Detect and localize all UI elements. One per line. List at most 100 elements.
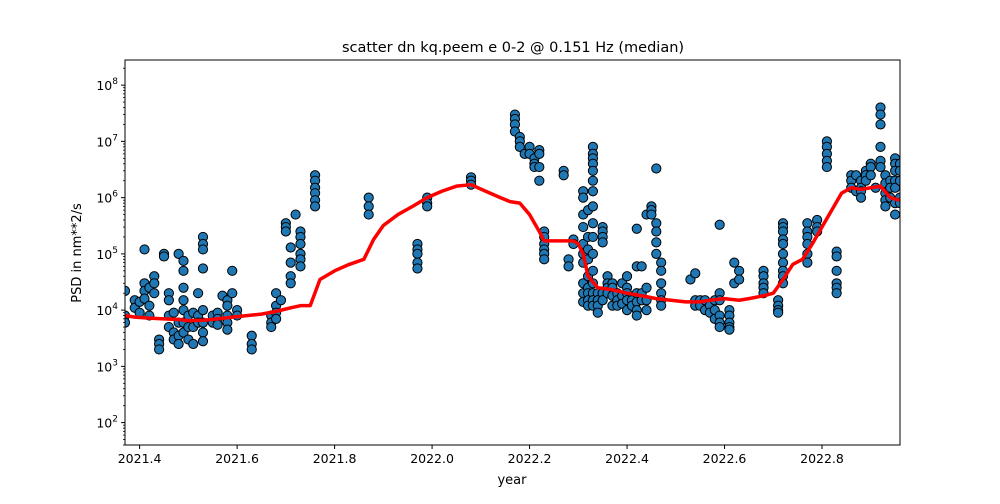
scatter-point [597,237,608,248]
x-tick-label: 2022.4 [605,451,649,466]
scatter-point [631,223,642,234]
scatter-point [363,192,374,203]
scatter-point [280,226,291,237]
scatter-point [144,300,155,311]
scatter-point [636,261,647,272]
scatter-point [651,248,662,259]
y-tick-label: 104 [96,302,118,318]
scatter-point [656,265,667,276]
y-tick-label: 107 [96,133,118,149]
scatter-point [197,244,209,255]
scatter-point [149,278,160,289]
scatter-point [178,295,189,306]
scatter-point [587,218,599,229]
scatter-point [173,248,184,259]
scatter-point [285,278,296,289]
scatter-point [831,265,842,276]
scatter-point [734,265,745,276]
scatter-point [894,175,900,186]
scatter-point [158,251,170,262]
scatter-point [149,288,160,299]
scatter-point [875,119,886,130]
median-line [125,182,900,323]
scatter-point [651,226,662,237]
scatter-point [558,170,569,181]
scatter-point [178,282,189,293]
x-axis-label: year [497,473,527,488]
scatter-point [188,338,199,350]
scatter-point [168,307,179,318]
scatter-point [890,209,900,220]
scatter-point [222,300,233,311]
scatter-point [641,282,652,293]
scatter-point [227,265,238,276]
scatter-point [656,300,667,311]
scatter-point [875,161,886,173]
scatter-point [271,313,282,324]
scatter-point [578,192,589,203]
scatter-point [894,165,900,176]
scatter-point [651,237,662,248]
scatter-point [777,238,789,250]
scatter-point [290,209,301,220]
x-tick-label: 2021.4 [118,451,162,466]
scatter-point [285,242,296,253]
scatter-point [227,288,238,299]
scatter-point [422,201,433,212]
scatter-point [641,305,652,316]
scatter-point [646,209,657,220]
x-axis: 2021.4 2021.6 2021.8 2022.0 2022.2 2022.4 2022… [118,445,844,466]
scatter-point [714,219,725,230]
scatter-point [587,165,599,176]
scatter-point [154,344,165,355]
scatter-point [587,186,599,197]
scatter-point [656,278,667,289]
y-axis: 102 103 104 105 106 107 108 [96,67,125,446]
scatter-point [271,288,282,299]
scatter-point [539,254,550,265]
scatter-point [875,141,886,152]
scatter-point [880,201,891,212]
scatter-point [197,336,209,347]
x-tick-label: 2022.2 [508,451,552,466]
scatter-point [197,327,209,338]
scatter-point [173,338,184,350]
x-tick-label: 2022.6 [703,451,747,466]
plot-frame [124,59,901,446]
scatter-point [587,265,599,276]
x-tick-label: 2022.0 [410,451,454,466]
x-tick-label: 2021.6 [215,451,259,466]
scatter-point [578,221,589,233]
scatter-point [855,192,867,203]
y-tick-label: 106 [96,190,118,206]
scatter-point [865,170,876,181]
scatter-point [412,263,423,274]
scatter-point [222,324,233,335]
scatter-point [729,257,740,268]
x-tick-label: 2022.8 [800,451,844,466]
scatter-point [193,288,204,299]
scatter-point [875,109,886,120]
chart-title: scatter dn kq.peem e 0-2 @ 0.151 Hz (med… [342,40,684,56]
scatter-point [802,257,813,268]
scatter-point [309,201,321,212]
scatter-point [197,263,209,274]
scatter-point [178,255,189,267]
scatter-point [587,248,599,259]
scatter-point [734,274,745,285]
scatter-point [275,295,287,306]
scatter-point [246,344,257,355]
scatter-point [363,209,374,220]
scatter-point [534,161,545,173]
scatter-point [587,231,599,243]
scatter-point [139,244,150,255]
scatter-point [412,248,423,259]
scatter-point [163,295,174,306]
scatter-point [295,261,306,272]
scatter-point [597,295,608,306]
scatter-point [821,161,832,173]
scatter-point [534,175,545,186]
